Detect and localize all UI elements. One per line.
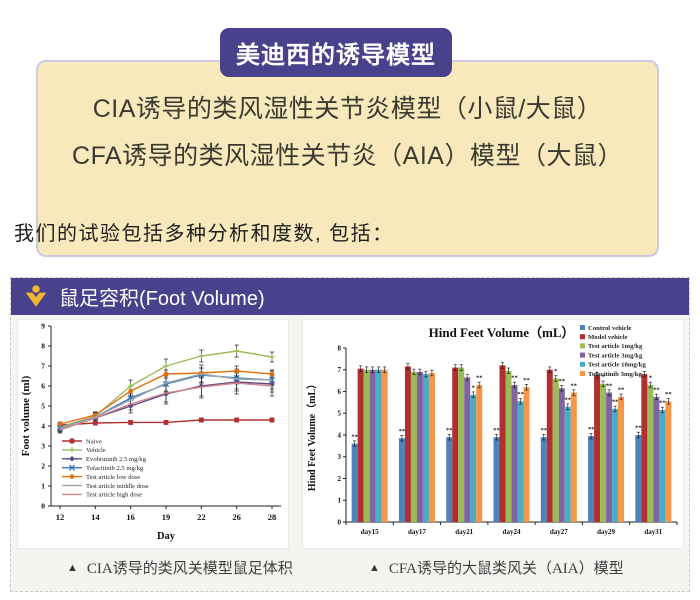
svg-text:Test article 3mg/kg: Test article 3mg/kg bbox=[588, 352, 643, 359]
svg-text:**: ** bbox=[351, 433, 358, 440]
svg-text:28: 28 bbox=[268, 512, 277, 522]
svg-text:**: ** bbox=[399, 428, 406, 435]
svg-text:**: ** bbox=[517, 391, 524, 398]
svg-text:Hind Feet Volume（mL）: Hind Feet Volume（mL） bbox=[429, 325, 575, 340]
bar-chart-svg: Hind Feet Volume（mL） Hind Feet Volume（mL）… bbox=[303, 320, 683, 548]
svg-text:Test article 1mg/kg: Test article 1mg/kg bbox=[588, 343, 643, 350]
panel-title: 鼠足容积(Foot Volume) bbox=[59, 288, 265, 310]
bar-chart-hind-feet-volume: Hind Feet Volume（mL） Hind Feet Volume（mL）… bbox=[302, 319, 684, 549]
svg-text:**: ** bbox=[541, 427, 548, 434]
svg-text:*: * bbox=[649, 375, 652, 382]
svg-text:Hind Feet Volume（mL）: Hind Feet Volume（mL） bbox=[305, 379, 318, 491]
svg-text:16: 16 bbox=[126, 512, 134, 522]
svg-text:4: 4 bbox=[338, 431, 342, 439]
svg-text:**: ** bbox=[559, 378, 566, 385]
svg-text:26: 26 bbox=[232, 512, 241, 522]
svg-text:**: ** bbox=[659, 400, 666, 407]
svg-text:Evobrutinib 2.5 mg/kg: Evobrutinib 2.5 mg/kg bbox=[86, 456, 147, 463]
triangle-marker-icon: ▲ bbox=[369, 561, 380, 574]
svg-text:1: 1 bbox=[338, 497, 342, 505]
svg-text:19: 19 bbox=[162, 512, 171, 522]
svg-text:1: 1 bbox=[41, 482, 45, 491]
intro-text: 我们的试验包括多种分析和度数, 包括： bbox=[14, 223, 394, 245]
svg-text:12: 12 bbox=[56, 512, 65, 522]
svg-text:Foot volume (ml): Foot volume (ml) bbox=[20, 375, 32, 456]
svg-text:Control vehicle: Control vehicle bbox=[588, 325, 632, 332]
models-lines: CIA诱导的类风湿性关节炎模型（小鼠/大鼠） CFA诱导的类风湿性关节炎（AIA… bbox=[38, 86, 657, 180]
models-title-badge: 美迪西的诱导模型 bbox=[220, 28, 452, 77]
svg-text:Tofacitinib 3mg/kg: Tofacitinib 3mg/kg bbox=[588, 371, 642, 378]
svg-text:**: ** bbox=[446, 427, 453, 434]
svg-text:day21: day21 bbox=[455, 528, 473, 536]
line-chart-foot-volume: 0 1 2 3 4 5 6 7 8 9 12 14 16 19 22 26 28 Day Foot volume (… bbox=[17, 319, 289, 549]
caption-cfa: ▲ CFA诱导的大鼠类风关（AIA）模型 bbox=[369, 557, 624, 578]
triangle-marker-icon: ▲ bbox=[67, 561, 78, 574]
svg-text:**: ** bbox=[493, 427, 500, 434]
svg-text:Naive: Naive bbox=[86, 438, 102, 445]
model-line-cfa: CFA诱导的类风湿性关节炎（AIA）模型（大鼠） bbox=[72, 142, 623, 170]
svg-text:Test article middle dose: Test article middle dose bbox=[86, 483, 149, 490]
svg-text:*: * bbox=[601, 374, 604, 381]
svg-text:Test article high dose: Test article high dose bbox=[86, 492, 142, 499]
svg-text:**: ** bbox=[618, 387, 625, 394]
svg-text:8: 8 bbox=[41, 342, 45, 351]
caption-cia-text: CIA诱导的类风关模型鼠足体积 bbox=[86, 561, 293, 577]
svg-text:**: ** bbox=[565, 396, 572, 403]
svg-text:6: 6 bbox=[338, 388, 342, 396]
panel-header: 鼠足容积(Foot Volume) bbox=[11, 278, 689, 315]
caption-cfa-text: CFA诱导的大鼠类风关（AIA）模型 bbox=[388, 561, 624, 577]
models-box: CIA诱导的类风湿性关节炎模型（小鼠/大鼠） CFA诱导的类风湿性关节炎（AIA… bbox=[36, 60, 659, 257]
svg-text:**: ** bbox=[476, 375, 483, 382]
svg-text:0: 0 bbox=[41, 502, 45, 511]
svg-text:6: 6 bbox=[41, 382, 45, 391]
svg-text:**: ** bbox=[523, 377, 530, 384]
svg-text:day29: day29 bbox=[597, 528, 615, 536]
svg-text:day31: day31 bbox=[644, 528, 662, 536]
svg-text:day27: day27 bbox=[550, 528, 568, 536]
svg-text:**: ** bbox=[511, 375, 518, 382]
svg-text:2: 2 bbox=[41, 462, 45, 471]
svg-text:7: 7 bbox=[338, 366, 342, 374]
svg-text:*: * bbox=[554, 368, 557, 375]
svg-text:8: 8 bbox=[338, 344, 342, 352]
svg-text:*: * bbox=[472, 384, 475, 391]
svg-text:7: 7 bbox=[41, 362, 45, 371]
svg-text:Model vehicle: Model vehicle bbox=[588, 334, 628, 341]
svg-text:**: ** bbox=[635, 425, 642, 432]
svg-text:14: 14 bbox=[91, 512, 100, 522]
svg-text:**: ** bbox=[571, 382, 578, 389]
svg-text:Tofacitinib 2.5 mg/kg: Tofacitinib 2.5 mg/kg bbox=[86, 465, 144, 472]
svg-text:Vehicle: Vehicle bbox=[86, 447, 106, 454]
svg-text:4: 4 bbox=[41, 422, 45, 431]
svg-text:Test article 10mg/kg: Test article 10mg/kg bbox=[588, 362, 646, 369]
svg-text:day17: day17 bbox=[408, 528, 426, 536]
svg-text:**: ** bbox=[606, 382, 613, 389]
svg-text:day24: day24 bbox=[503, 528, 521, 536]
svg-text:Test article low dose: Test article low dose bbox=[86, 474, 140, 481]
svg-text:Day: Day bbox=[157, 531, 176, 542]
svg-text:**: ** bbox=[588, 426, 595, 433]
svg-text:22: 22 bbox=[197, 512, 206, 522]
svg-text:day15: day15 bbox=[361, 528, 379, 536]
svg-text:9: 9 bbox=[41, 322, 45, 331]
svg-text:**: ** bbox=[653, 387, 660, 394]
svg-text:5: 5 bbox=[338, 410, 342, 418]
model-line-cia: CIA诱导的类风湿性关节炎模型（小鼠/大鼠） bbox=[92, 95, 603, 123]
svg-text:**: ** bbox=[612, 399, 619, 406]
svg-text:3: 3 bbox=[338, 453, 342, 461]
svg-text:2: 2 bbox=[338, 475, 342, 483]
caption-cia: ▲ CIA诱导的类风关模型鼠足体积 bbox=[67, 557, 293, 578]
foot-volume-panel: 鼠足容积(Foot Volume) 0 1 2 3 4 5 6 7 8 9 12 14 16 19 22 26… bbox=[10, 277, 690, 592]
svg-text:**: ** bbox=[665, 391, 672, 398]
svg-text:3: 3 bbox=[41, 442, 45, 451]
models-title-label: 美迪西的诱导模型 bbox=[236, 42, 436, 69]
svg-text:0: 0 bbox=[338, 518, 342, 526]
svg-text:5: 5 bbox=[41, 402, 45, 411]
medicilon-bird-icon bbox=[23, 284, 49, 310]
